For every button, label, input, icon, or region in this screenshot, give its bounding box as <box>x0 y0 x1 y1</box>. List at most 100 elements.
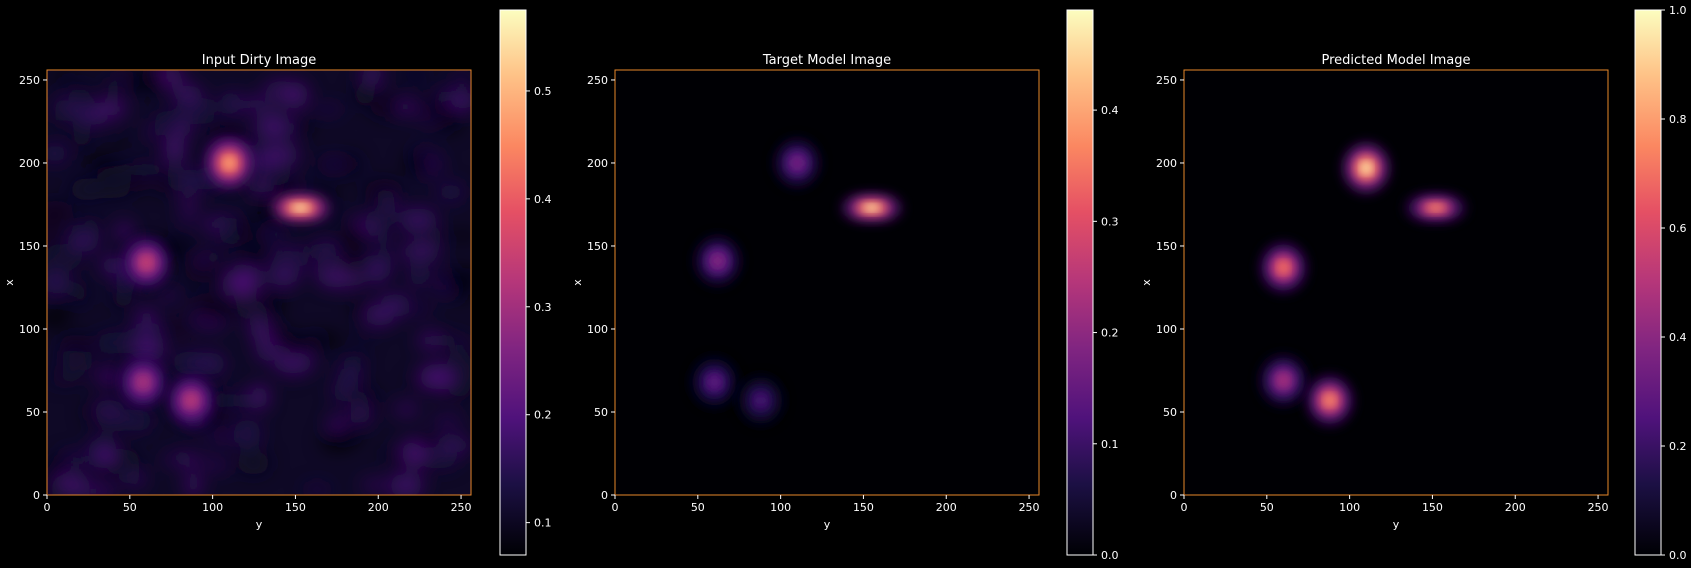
source-layer <box>756 395 765 405</box>
noise-blob <box>436 436 471 454</box>
noise-blob <box>339 252 369 277</box>
x-tick-label: 250 <box>1588 501 1609 514</box>
noise-blob <box>350 402 372 425</box>
noise-blob <box>214 387 231 413</box>
noise-blob <box>376 232 393 248</box>
noise-blob <box>360 481 389 490</box>
x-axis-label: y <box>1393 518 1400 531</box>
colorbar-tick-label: 0.8 <box>1669 113 1687 126</box>
noise-blob <box>409 264 427 288</box>
heatmap-background <box>615 70 1039 495</box>
noise-blob <box>382 194 396 214</box>
panel-3: 0 50 100 150 200 250 0 50 100 150 200 250 Predicted … <box>1140 4 1687 562</box>
source-layer <box>224 158 234 168</box>
noise-blob <box>394 404 418 415</box>
noise-blob <box>352 296 367 318</box>
y-axis-label: x <box>1140 279 1153 286</box>
source-layer <box>1430 205 1442 211</box>
noise-blob <box>184 475 202 495</box>
noise-blob <box>265 323 285 342</box>
x-tick-label: 0 <box>44 501 51 514</box>
noise-blob <box>94 370 124 382</box>
noise-blob <box>161 455 186 465</box>
noise-blob <box>404 154 433 174</box>
source-3 <box>124 239 168 286</box>
colorbar-gradient <box>1634 9 1662 556</box>
noise-blob <box>377 450 403 459</box>
axes-frame <box>614 69 1040 496</box>
noise-blob <box>281 82 308 108</box>
noise-blob <box>388 474 424 495</box>
source-layer <box>138 377 148 387</box>
noise-blob <box>55 99 78 109</box>
x-tick-label: 0 <box>1181 501 1188 514</box>
noise-blob <box>226 392 256 409</box>
x-tick-label: 50 <box>691 501 705 514</box>
noise-blob <box>450 230 471 242</box>
heatmap-image <box>615 70 1039 495</box>
noise-blob <box>162 236 193 258</box>
panel-1: 0 50 100 150 200 250 0 50 100 150 200 250 Input Dirt… <box>3 9 552 556</box>
noise-blob <box>236 217 253 232</box>
noise-blob <box>59 335 96 352</box>
noise-blob <box>243 97 279 108</box>
colorbar-tick-label: 0.0 <box>1669 549 1687 562</box>
source-layer <box>713 256 722 266</box>
y-tick-label: 150 <box>587 240 608 253</box>
source-1 <box>1344 144 1388 192</box>
heatmap-background <box>1184 70 1608 495</box>
noise-blob <box>264 224 283 240</box>
heatmap-image <box>47 70 471 495</box>
noise-blob <box>243 249 261 268</box>
colorbar-tick-label: 0.2 <box>534 409 552 422</box>
noise-blob <box>327 416 346 430</box>
noise-blob <box>126 474 147 485</box>
noise-blob <box>69 102 101 124</box>
noise-blob <box>66 288 84 299</box>
noise-blob <box>47 200 74 225</box>
noise-blob <box>203 433 240 443</box>
noise-blob <box>252 151 278 169</box>
sources <box>1261 144 1465 424</box>
x-tick-label: 250 <box>451 501 472 514</box>
noise-blob <box>363 179 403 205</box>
noise-blob <box>413 225 443 246</box>
noise-blob <box>139 307 154 328</box>
y-tick-label: 250 <box>587 74 608 87</box>
noise-blob <box>82 154 120 167</box>
noise-blob <box>233 420 262 446</box>
y-tick-label: 0 <box>33 489 40 502</box>
source-5 <box>1308 376 1352 424</box>
y-tick-label: 150 <box>1156 240 1177 253</box>
noise-blob <box>194 256 212 265</box>
y-tick-label: 50 <box>1163 406 1177 419</box>
noise-blob <box>96 446 117 464</box>
noise-blob <box>400 243 441 261</box>
noise-blob <box>225 274 258 296</box>
noise-blob <box>276 271 300 284</box>
noise-blob <box>287 337 322 352</box>
noise-blob <box>354 82 376 106</box>
x-tick-label: 100 <box>770 501 791 514</box>
noise-blob <box>255 113 291 140</box>
x-axis-label: y <box>824 518 831 531</box>
y-tick-label: 100 <box>19 323 40 336</box>
noise-blob <box>316 183 338 196</box>
x-tick-label: 200 <box>1505 501 1526 514</box>
noise-blob <box>62 352 94 372</box>
noise-blob <box>450 91 471 110</box>
source-4 <box>1261 357 1305 404</box>
colorbar-tick-label: 0.6 <box>1669 222 1687 235</box>
noise-blob <box>171 85 202 101</box>
colorbar: 0.0 0.1 0.2 0.3 0.4 <box>1066 9 1119 562</box>
noise-blob <box>47 225 59 241</box>
noise-blob <box>181 197 199 206</box>
noise-blob <box>233 301 270 320</box>
noise-blob <box>366 209 406 225</box>
noise-blob <box>412 146 428 159</box>
source-layer <box>142 258 151 268</box>
colorbar-gradient <box>1066 9 1094 556</box>
source-layer <box>710 377 719 387</box>
noise-blob <box>49 106 67 123</box>
colorbar-tick-label: 1.0 <box>1669 4 1687 17</box>
